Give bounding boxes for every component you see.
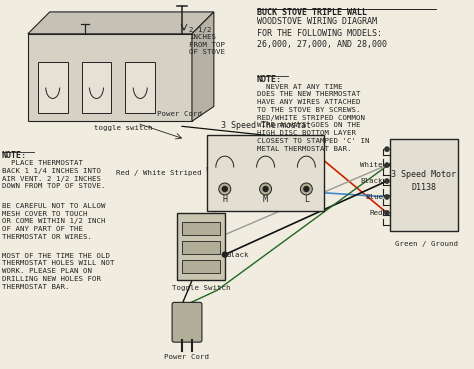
Circle shape: [219, 183, 231, 195]
Text: toggle switch: toggle switch: [94, 125, 153, 131]
FancyBboxPatch shape: [177, 213, 225, 280]
Text: Power Cord: Power Cord: [157, 111, 202, 117]
Polygon shape: [28, 34, 192, 121]
FancyBboxPatch shape: [38, 62, 68, 113]
Circle shape: [384, 147, 390, 152]
Bar: [182, 222, 220, 235]
FancyBboxPatch shape: [207, 135, 324, 211]
Text: PLACE THERMOSTAT
BACK 1 1/4 INCHES INTO
AIR VENT. 2 1/2 INCHES
DOWN FROM TOP OF : PLACE THERMOSTAT BACK 1 1/4 INCHES INTO …: [2, 160, 106, 189]
Circle shape: [384, 194, 390, 199]
Text: M: M: [263, 195, 268, 204]
Text: Power Cord: Power Cord: [164, 354, 210, 360]
Text: Black: Black: [360, 178, 383, 184]
Circle shape: [263, 186, 268, 192]
FancyBboxPatch shape: [390, 139, 457, 231]
Text: Red: Red: [369, 210, 383, 216]
Polygon shape: [192, 12, 214, 121]
Text: NEVER AT ANY TIME
DOES THE NEW THERMOSTAT
HAVE ANY WIRES ATTACHED
TO THE STOVE B: NEVER AT ANY TIME DOES THE NEW THERMOSTA…: [256, 83, 369, 152]
Text: L: L: [304, 195, 309, 204]
Text: 3 Speed Thermostat: 3 Speed Thermostat: [220, 121, 310, 130]
Text: MOST OF THE TIME THE OLD
THERMOSTAT HOLES WILL NOT
WORK. PLEASE PLAN ON
DRILLING: MOST OF THE TIME THE OLD THERMOSTAT HOLE…: [2, 253, 115, 290]
Circle shape: [222, 186, 227, 192]
Text: White: White: [360, 162, 383, 168]
FancyBboxPatch shape: [82, 62, 111, 113]
Text: H: H: [222, 195, 228, 204]
Circle shape: [260, 183, 272, 195]
Polygon shape: [28, 12, 214, 34]
Text: Red / White Striped: Red / White Striped: [117, 170, 202, 176]
Circle shape: [384, 163, 390, 168]
Bar: [182, 241, 220, 254]
Text: Green / Ground: Green / Ground: [395, 241, 458, 247]
Text: BE CAREFUL NOT TO ALLOW
MESH COVER TO TOUCH
OR COME WITHIN 1/2 INCH
OF ANY PART : BE CAREFUL NOT TO ALLOW MESH COVER TO TO…: [2, 203, 106, 240]
Circle shape: [301, 183, 312, 195]
Text: Black: Black: [227, 252, 249, 258]
Text: Blue: Blue: [365, 194, 383, 200]
Text: NOTE:: NOTE:: [2, 151, 27, 160]
Text: 3 Speed Motor
D1138: 3 Speed Motor D1138: [391, 170, 456, 192]
Circle shape: [222, 252, 227, 257]
Circle shape: [384, 210, 390, 215]
Text: Toggle Switch: Toggle Switch: [172, 286, 230, 292]
FancyBboxPatch shape: [125, 62, 155, 113]
Text: 2 1/2
INCHES
FROM TOP
OF STOVE: 2 1/2 INCHES FROM TOP OF STOVE: [189, 27, 225, 55]
Text: WOODSTOVE WIRING DIAGRAM
FOR THE FOLLOWING MODELS:
26,000, 27,000, AND 28,000: WOODSTOVE WIRING DIAGRAM FOR THE FOLLOWI…: [256, 17, 387, 49]
Circle shape: [304, 186, 309, 192]
Bar: [182, 260, 220, 273]
Text: BUCK STOVE TRIPLE WALL: BUCK STOVE TRIPLE WALL: [256, 8, 366, 17]
Text: NOTE:: NOTE:: [256, 75, 282, 84]
Circle shape: [384, 179, 390, 183]
FancyBboxPatch shape: [172, 302, 202, 342]
